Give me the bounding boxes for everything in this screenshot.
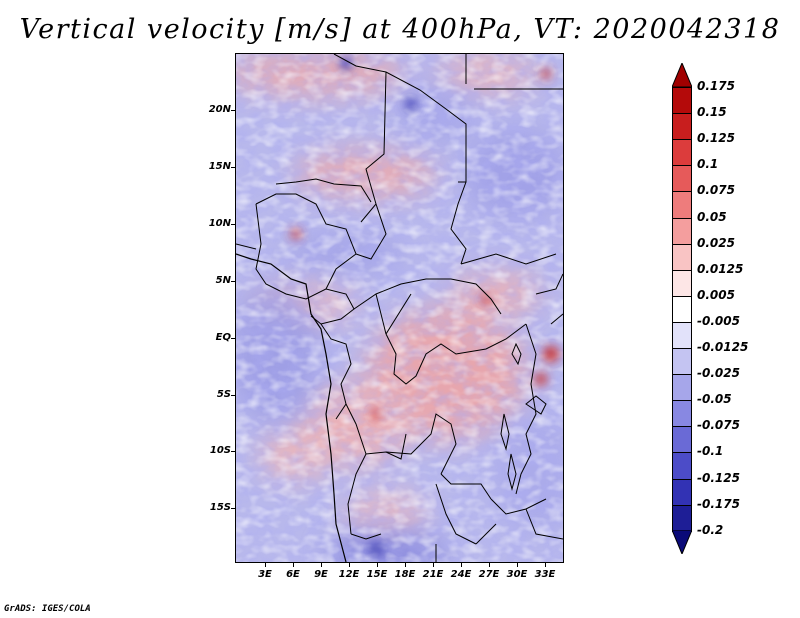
colorbar-bottom-arrow: [672, 530, 692, 554]
colorbar-segment: [672, 113, 692, 141]
lat-tick: [231, 508, 235, 509]
lon-tick: [461, 563, 462, 567]
colorbar-segment: [672, 452, 692, 480]
colorbar-segment: [672, 295, 692, 323]
lat-tick: [231, 281, 235, 282]
lon-label: 33E: [534, 569, 556, 580]
lon-label: 12E: [338, 569, 360, 580]
colorbar-label: -0.1: [697, 444, 724, 459]
lat-label: 15N: [208, 161, 231, 172]
lat-tick: [231, 167, 235, 168]
colorbar-segment: [672, 478, 692, 506]
colorbar-segment: [672, 426, 692, 454]
colorbar-segment: [672, 165, 692, 193]
lon-label: 30E: [506, 569, 528, 580]
lon-tick: [377, 563, 378, 567]
colorbar-label: 0.15: [697, 105, 727, 120]
colorbar-segment: [672, 139, 692, 167]
colorbar-segment: [672, 87, 692, 115]
colorbar-label: 0.005: [697, 287, 735, 302]
lon-tick: [433, 563, 434, 567]
colorbar-label: -0.05: [697, 392, 732, 407]
colorbar-segment: [672, 269, 692, 297]
lat-label: 5S: [216, 389, 231, 400]
colorbar-top-arrow-shape: [672, 63, 692, 87]
lon-label: 18E: [394, 569, 416, 580]
colorbar-segment: [672, 191, 692, 219]
lon-label: 3E: [258, 569, 272, 580]
velocity-map: [235, 53, 564, 563]
lon-tick: [321, 563, 322, 567]
lat-tick: [231, 224, 235, 225]
lat-tick: [231, 338, 235, 339]
lon-label: 6E: [286, 569, 300, 580]
colorbar-segment: [672, 348, 692, 376]
lon-tick: [517, 563, 518, 567]
lon-label: 15E: [366, 569, 388, 580]
lat-label: 5N: [215, 275, 231, 286]
lat-label: EQ: [215, 332, 231, 343]
colorbar-label: -0.2: [697, 522, 724, 537]
colorbar-bottom-arrow-shape: [672, 530, 692, 554]
lon-label: 27E: [478, 569, 500, 580]
colorbar-segment: [672, 400, 692, 428]
colorbar-label: 0.025: [697, 235, 735, 250]
colorbar-label: -0.075: [697, 418, 740, 433]
lon-tick: [349, 563, 350, 567]
colorbar-label: 0.0125: [697, 261, 744, 276]
colorbar-label: 0.125: [697, 131, 735, 146]
colorbar-label: -0.0125: [697, 340, 749, 354]
colorbar-label: 0.1: [697, 157, 719, 172]
lon-tick: [489, 563, 490, 567]
lat-label: 20N: [208, 104, 231, 115]
colorbar-segment: [672, 374, 692, 402]
colorbar-label: -0.125: [697, 470, 740, 485]
lat-tick: [231, 395, 235, 396]
colorbar-segment: [672, 243, 692, 271]
colorbar-label: 0.05: [697, 209, 727, 224]
intense-spots: [291, 58, 559, 556]
lon-label: 24E: [450, 569, 472, 580]
footer-credit: GrADS: IGES/COLA: [4, 604, 91, 614]
lon-tick: [405, 563, 406, 567]
plot-title: Vertical velocity [m/s] at 400hPa, VT: 2…: [19, 14, 781, 45]
lat-label: 10N: [208, 218, 231, 229]
colorbar-label: -0.025: [697, 366, 740, 381]
lon-label: 21E: [422, 569, 444, 580]
lat-tick: [231, 110, 235, 111]
colorbar-label: -0.175: [697, 496, 740, 511]
colorbar-top-arrow: [672, 63, 692, 87]
lon-tick: [545, 563, 546, 567]
lat-label: 15S: [209, 502, 231, 513]
colorbar-segment: [672, 321, 692, 349]
colorbar-label: 0.175: [697, 79, 735, 93]
lon-label: 9E: [314, 569, 328, 580]
lon-tick: [265, 563, 266, 567]
colorbar-label: -0.005: [697, 313, 740, 328]
lat-tick: [231, 451, 235, 452]
lat-label: 10S: [209, 445, 231, 456]
lon-tick: [293, 563, 294, 567]
colorbar-label: 0.075: [697, 183, 735, 198]
country-borders: [236, 54, 563, 562]
colorbar-segment: [672, 217, 692, 245]
colorbar-segment: [672, 504, 692, 532]
